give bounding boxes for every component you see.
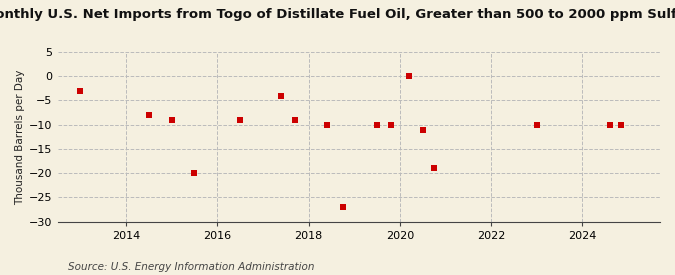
Point <box>385 123 396 127</box>
Point <box>604 123 615 127</box>
Point <box>404 74 414 78</box>
Point <box>143 113 154 117</box>
Point <box>166 118 177 122</box>
Point <box>189 171 200 175</box>
Point <box>321 123 332 127</box>
Point <box>290 118 300 122</box>
Point <box>372 123 383 127</box>
Text: Monthly U.S. Net Imports from Togo of Distillate Fuel Oil, Greater than 500 to 2: Monthly U.S. Net Imports from Togo of Di… <box>0 8 675 21</box>
Y-axis label: Thousand Barrels per Day: Thousand Barrels per Day <box>15 69 25 205</box>
Point <box>531 123 542 127</box>
Point <box>429 166 439 170</box>
Point <box>235 118 246 122</box>
Point <box>75 89 86 93</box>
Point <box>616 123 626 127</box>
Point <box>417 127 428 132</box>
Point <box>276 94 287 98</box>
Text: Source: U.S. Energy Information Administration: Source: U.S. Energy Information Administ… <box>68 262 314 272</box>
Point <box>338 205 348 209</box>
